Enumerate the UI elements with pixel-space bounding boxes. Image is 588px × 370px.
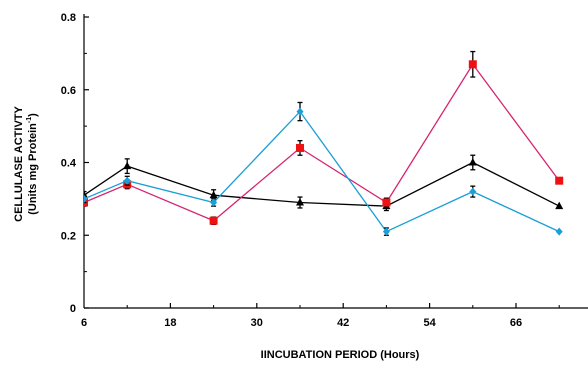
data-point-diamond: [123, 176, 131, 185]
y-tick-label: 0.6: [61, 85, 76, 97]
series-line: [84, 110, 560, 233]
data-point-triangle: [468, 158, 477, 166]
y-tick-label: 0.4: [61, 158, 77, 170]
y-tick-label: 0.8: [61, 12, 76, 24]
x-tick-label: 66: [510, 317, 522, 329]
series-diamond: [84, 101, 563, 236]
axes: 0 0.2 0.4 0.6 0.8 6 18 30 42 54 66: [61, 12, 588, 329]
series-triangle: [84, 154, 564, 212]
data-point-diamond: [555, 227, 563, 236]
data-point-diamond: [469, 187, 477, 196]
y-tick-label: 0.2: [61, 230, 76, 242]
x-axis-title: IINCUBATION PERIOD (Hours): [261, 349, 420, 361]
data-point-square: [555, 176, 564, 185]
data-point-square: [468, 60, 477, 69]
series-square: [84, 50, 564, 225]
data-point-triangle: [555, 201, 564, 210]
y-axis-unit: (Units mg Protein: [27, 123, 39, 215]
data-point-diamond: [296, 107, 304, 116]
data-point-square: [382, 198, 391, 207]
y-tick-label: 0: [70, 303, 76, 315]
y-axis-unit-exponent: -1: [26, 117, 33, 123]
x-tick-label: 42: [337, 317, 349, 329]
y-axis-unit-close: ): [27, 113, 39, 117]
x-tick-label: 6: [81, 317, 87, 329]
y-axis-subtitle: (Units mg Protein-1): [26, 113, 39, 215]
data-point-diamond: [382, 227, 390, 236]
data-point-triangle: [296, 198, 304, 206]
x-tick-label: 18: [164, 317, 176, 329]
series-layer: [84, 50, 564, 236]
data-point-triangle: [209, 190, 218, 199]
x-tick-label: 54: [423, 317, 436, 329]
data-point-square: [296, 143, 304, 152]
data-point-diamond: [84, 194, 88, 203]
series-line: [84, 161, 560, 207]
data-point-triangle: [123, 161, 132, 170]
y-axis-title: CELLULASE ACTIVTY: [13, 105, 25, 221]
data-point-square: [209, 216, 218, 225]
data-point-diamond: [210, 198, 218, 207]
x-tick-label: 30: [251, 317, 263, 329]
